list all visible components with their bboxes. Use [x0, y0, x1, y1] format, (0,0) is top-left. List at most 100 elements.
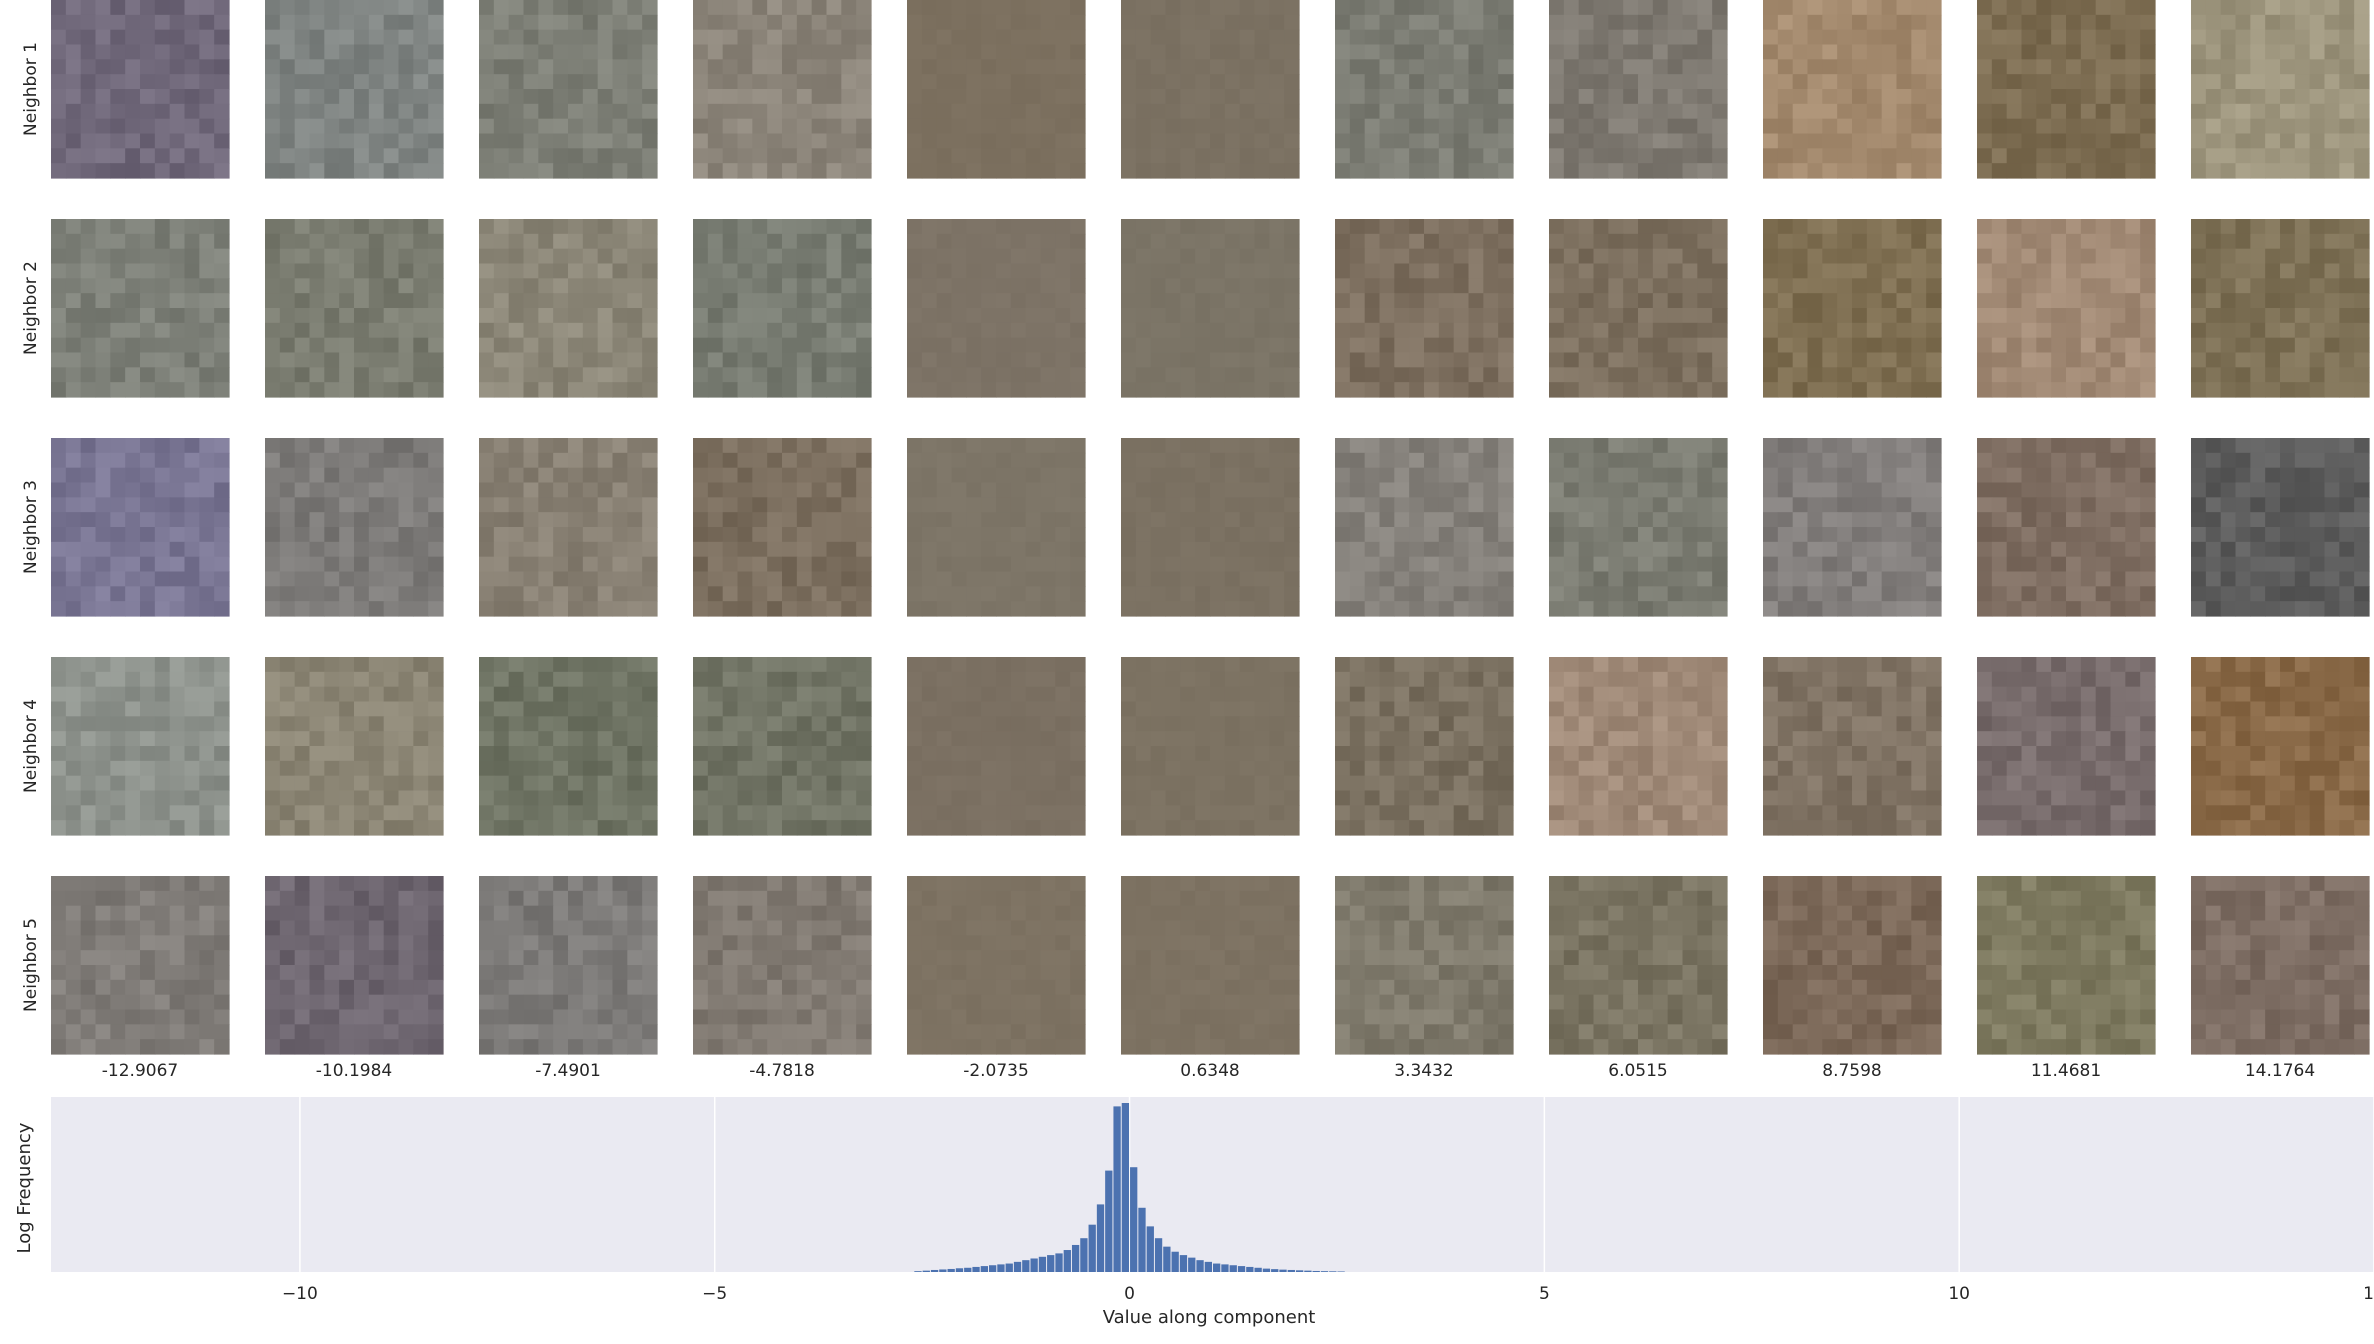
neighbor-tile — [265, 876, 444, 1055]
histogram-bar — [1055, 1253, 1063, 1272]
neighbor-tile — [51, 876, 230, 1055]
neighbor-tile — [1763, 0, 1942, 179]
neighbor-tile — [479, 219, 658, 398]
histogram-bar — [1304, 1270, 1312, 1272]
histogram-bar — [997, 1264, 1005, 1272]
histogram-bar — [980, 1266, 988, 1272]
column-value-label: 0.6348 — [1180, 1061, 1239, 1081]
neighbor-tile — [693, 438, 872, 617]
column-value-label: -2.0735 — [963, 1061, 1029, 1081]
neighbor-tile-grid — [51, 0, 2370, 1055]
histogram-bar — [1121, 1103, 1130, 1272]
neighbor-tile — [51, 0, 230, 179]
histogram-bar — [1221, 1264, 1229, 1272]
neighbor-tile — [265, 219, 444, 398]
histogram-bar — [1179, 1255, 1188, 1272]
neighbor-tile — [479, 438, 658, 617]
histogram-bar — [1088, 1224, 1096, 1272]
x-tick-label: 0 — [1124, 1284, 1135, 1304]
column-value-label: 11.4681 — [2031, 1061, 2101, 1081]
histogram-bar — [1113, 1106, 1121, 1272]
neighbor-tile — [2191, 219, 2370, 398]
histogram-bar — [1163, 1246, 1171, 1272]
neighbor-tile — [2191, 876, 2370, 1055]
neighbor-tile — [693, 219, 872, 398]
histogram-bar — [914, 1271, 922, 1272]
histogram-bar — [964, 1267, 972, 1272]
histogram-bar — [1063, 1250, 1071, 1272]
histogram-bar — [1022, 1260, 1030, 1272]
histogram-bar — [1312, 1270, 1320, 1272]
neighbor-tile — [1763, 876, 1942, 1055]
neighbor-tile — [1549, 0, 1728, 179]
histogram-bar — [1237, 1266, 1246, 1272]
histogram-panel: −10 −5 0 5 10 15 Value along component Log Fr… — [14, 1097, 2374, 1328]
histogram-bar — [1130, 1167, 1138, 1272]
neighbor-tile — [479, 657, 658, 836]
neighbor-tile — [907, 0, 1086, 179]
neighbor-tile — [1335, 657, 1514, 836]
histogram-bar — [1154, 1238, 1163, 1272]
histogram-bar — [955, 1268, 964, 1272]
neighbor-tile — [907, 657, 1086, 836]
neighbor-tile — [51, 438, 230, 617]
neighbor-tile — [1763, 219, 1942, 398]
histogram-bar — [922, 1270, 930, 1272]
neighbor-tile — [1121, 438, 1300, 617]
histogram-bar — [1071, 1244, 1080, 1272]
neighbor-tile — [1977, 0, 2156, 179]
histogram-bar — [1213, 1263, 1221, 1272]
x-tick-label: −5 — [702, 1284, 727, 1304]
histogram-bar — [972, 1266, 980, 1272]
histogram-x-ticks: −10 −5 0 5 10 15 — [282, 1284, 2374, 1304]
histogram-bar — [1246, 1266, 1254, 1272]
neighbor-tile — [2191, 0, 2370, 179]
column-value-label: -12.9067 — [102, 1061, 178, 1081]
histogram-bar — [1105, 1170, 1113, 1272]
x-tick-label: 5 — [1539, 1284, 1550, 1304]
histogram-bar — [1329, 1271, 1337, 1272]
histogram-bar — [1013, 1261, 1022, 1272]
histogram-bar — [947, 1268, 955, 1272]
histogram-bar — [939, 1269, 947, 1272]
histogram-bar — [1096, 1204, 1105, 1272]
neighbor-tile — [51, 219, 230, 398]
histogram-bar — [1188, 1257, 1196, 1272]
column-value-label: 14.1764 — [2245, 1061, 2315, 1081]
histogram-bar — [1038, 1256, 1047, 1272]
histogram-bar — [1320, 1271, 1329, 1272]
neighbor-tile — [1977, 438, 2156, 617]
histogram-bar — [1138, 1207, 1146, 1272]
y-axis-label: Log Frequency — [14, 1122, 35, 1253]
neighbor-tile — [1549, 657, 1728, 836]
histogram-bars — [914, 1103, 1345, 1272]
histogram-bar — [1337, 1271, 1345, 1272]
histogram-bar — [1262, 1268, 1271, 1272]
neighbor-tile — [1335, 0, 1514, 179]
histogram-bar — [1295, 1270, 1304, 1272]
neighbor-tile — [2191, 438, 2370, 617]
histogram-bar — [1279, 1269, 1287, 1272]
neighbor-tile — [1121, 0, 1300, 179]
histogram-gridlines — [299, 1097, 2374, 1272]
histogram-bar — [1196, 1260, 1204, 1272]
histogram-bar — [1254, 1267, 1262, 1272]
histogram-bar — [930, 1269, 939, 1272]
neighbor-tile — [1549, 219, 1728, 398]
neighbor-tile — [265, 657, 444, 836]
neighbor-tile — [1763, 657, 1942, 836]
row-labels: Neighbor 1 Neighbor 2 Neighbor 3 Neighbor 4… — [21, 42, 41, 1012]
neighbor-tile — [907, 876, 1086, 1055]
neighbor-tile — [1977, 657, 2156, 836]
x-tick-label: 15 — [2363, 1284, 2374, 1304]
neighbor-tile — [1121, 876, 1300, 1055]
histogram-bar — [1080, 1238, 1088, 1272]
neighbor-tile — [265, 438, 444, 617]
neighbor-tile — [1335, 876, 1514, 1055]
neighbor-tile — [1549, 876, 1728, 1055]
neighbor-tile — [907, 219, 1086, 398]
histogram-bar — [1146, 1226, 1154, 1272]
neighbor-tile — [1335, 219, 1514, 398]
neighbor-tile — [1977, 876, 2156, 1055]
